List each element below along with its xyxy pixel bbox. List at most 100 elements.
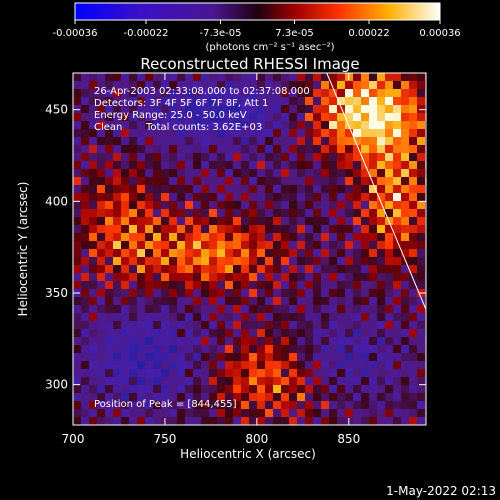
heatmap-cell bbox=[361, 297, 369, 305]
heatmap-cell bbox=[273, 241, 281, 249]
heatmap-cell bbox=[73, 377, 81, 385]
heatmap-cell bbox=[121, 193, 129, 201]
heatmap-cell bbox=[289, 161, 297, 169]
heatmap-cell bbox=[297, 417, 305, 425]
heatmap-cell bbox=[169, 353, 177, 361]
heatmap-cell bbox=[233, 265, 241, 273]
heatmap-cell bbox=[273, 81, 281, 89]
heatmap-cell bbox=[105, 249, 113, 257]
heatmap-cell bbox=[305, 185, 313, 193]
heatmap-cell bbox=[417, 89, 425, 97]
heatmap-cell bbox=[377, 113, 385, 121]
heatmap-cell bbox=[393, 177, 401, 185]
heatmap-cell bbox=[265, 321, 273, 329]
heatmap-cell bbox=[385, 273, 393, 281]
heatmap-cell bbox=[273, 337, 281, 345]
heatmap-cell bbox=[105, 393, 113, 401]
heatmap-cell bbox=[337, 273, 345, 281]
heatmap-cell bbox=[137, 337, 145, 345]
heatmap-cell bbox=[209, 305, 217, 313]
heatmap-cell bbox=[169, 137, 177, 145]
heatmap-cell bbox=[345, 369, 353, 377]
heatmap-cell bbox=[385, 121, 393, 129]
heatmap-cell bbox=[217, 337, 225, 345]
heatmap-cell bbox=[129, 369, 137, 377]
heatmap-cell bbox=[73, 409, 81, 417]
heatmap-cell bbox=[273, 201, 281, 209]
heatmap-cell bbox=[353, 393, 361, 401]
heatmap-cell bbox=[337, 257, 345, 265]
heatmap-cell bbox=[153, 273, 161, 281]
heatmap-cell bbox=[233, 81, 241, 89]
heatmap-cell bbox=[369, 89, 377, 97]
heatmap-cell bbox=[393, 409, 401, 417]
heatmap-cell bbox=[81, 353, 89, 361]
heatmap-cell bbox=[281, 417, 289, 425]
heatmap-cell bbox=[145, 137, 153, 145]
heatmap-cell bbox=[369, 225, 377, 233]
heatmap-cell bbox=[353, 273, 361, 281]
heatmap-cell bbox=[161, 209, 169, 217]
heatmap-cell bbox=[225, 73, 233, 81]
heatmap-cell bbox=[81, 185, 89, 193]
heatmap-cell bbox=[273, 273, 281, 281]
heatmap-cell bbox=[129, 185, 137, 193]
heatmap-cell bbox=[297, 377, 305, 385]
heatmap-cell bbox=[209, 177, 217, 185]
heatmap-cell bbox=[89, 281, 97, 289]
heatmap-cell bbox=[129, 417, 137, 425]
heatmap-cell bbox=[145, 113, 153, 121]
heatmap-cell bbox=[305, 209, 313, 217]
heatmap-cell bbox=[209, 161, 217, 169]
heatmap-cell bbox=[377, 401, 385, 409]
heatmap-cell bbox=[329, 209, 337, 217]
heatmap-cell bbox=[393, 385, 401, 393]
heatmap-cell bbox=[329, 417, 337, 425]
heatmap-cell bbox=[257, 105, 265, 113]
heatmap-cell bbox=[297, 153, 305, 161]
heatmap-cell bbox=[409, 305, 417, 313]
heatmap-cell bbox=[137, 145, 145, 153]
heatmap-cell bbox=[345, 201, 353, 209]
heatmap-cell bbox=[145, 249, 153, 257]
heatmap-cell bbox=[337, 225, 345, 233]
heatmap-cell bbox=[113, 257, 121, 265]
heatmap-cell bbox=[249, 137, 257, 145]
heatmap-cell bbox=[257, 377, 265, 385]
heatmap-cell bbox=[233, 321, 241, 329]
heatmap-cell bbox=[377, 321, 385, 329]
heatmap-cell bbox=[361, 377, 369, 385]
heatmap-cell bbox=[225, 169, 233, 177]
heatmap-cell bbox=[417, 329, 425, 337]
heatmap-cell bbox=[329, 81, 337, 89]
heatmap-cell bbox=[137, 409, 145, 417]
heatmap-cell bbox=[409, 273, 417, 281]
heatmap-cell bbox=[89, 249, 97, 257]
heatmap-cell bbox=[97, 121, 105, 129]
x-tick-label: 800 bbox=[245, 432, 268, 446]
heatmap-cell bbox=[305, 321, 313, 329]
heatmap-cell bbox=[289, 257, 297, 265]
heatmap-cell bbox=[377, 297, 385, 305]
heatmap-cell bbox=[417, 353, 425, 361]
heatmap-cell bbox=[361, 409, 369, 417]
heatmap-cell bbox=[385, 137, 393, 145]
heatmap-cell bbox=[273, 121, 281, 129]
heatmap-cell bbox=[121, 201, 129, 209]
heatmap-cell bbox=[169, 217, 177, 225]
heatmap-cell bbox=[369, 97, 377, 105]
heatmap-cell bbox=[225, 81, 233, 89]
heatmap-cell bbox=[353, 177, 361, 185]
heatmap-cell bbox=[377, 73, 385, 81]
heatmap-cell bbox=[377, 305, 385, 313]
heatmap-cell bbox=[153, 217, 161, 225]
heatmap-cell bbox=[361, 153, 369, 161]
heatmap-cell bbox=[401, 369, 409, 377]
heatmap-cell bbox=[281, 153, 289, 161]
heatmap-cell bbox=[393, 121, 401, 129]
heatmap-cell bbox=[145, 321, 153, 329]
solar-limb-line bbox=[326, 72, 427, 310]
heatmap-cell bbox=[249, 177, 257, 185]
heatmap-cell bbox=[329, 153, 337, 161]
heatmap-cell bbox=[193, 185, 201, 193]
